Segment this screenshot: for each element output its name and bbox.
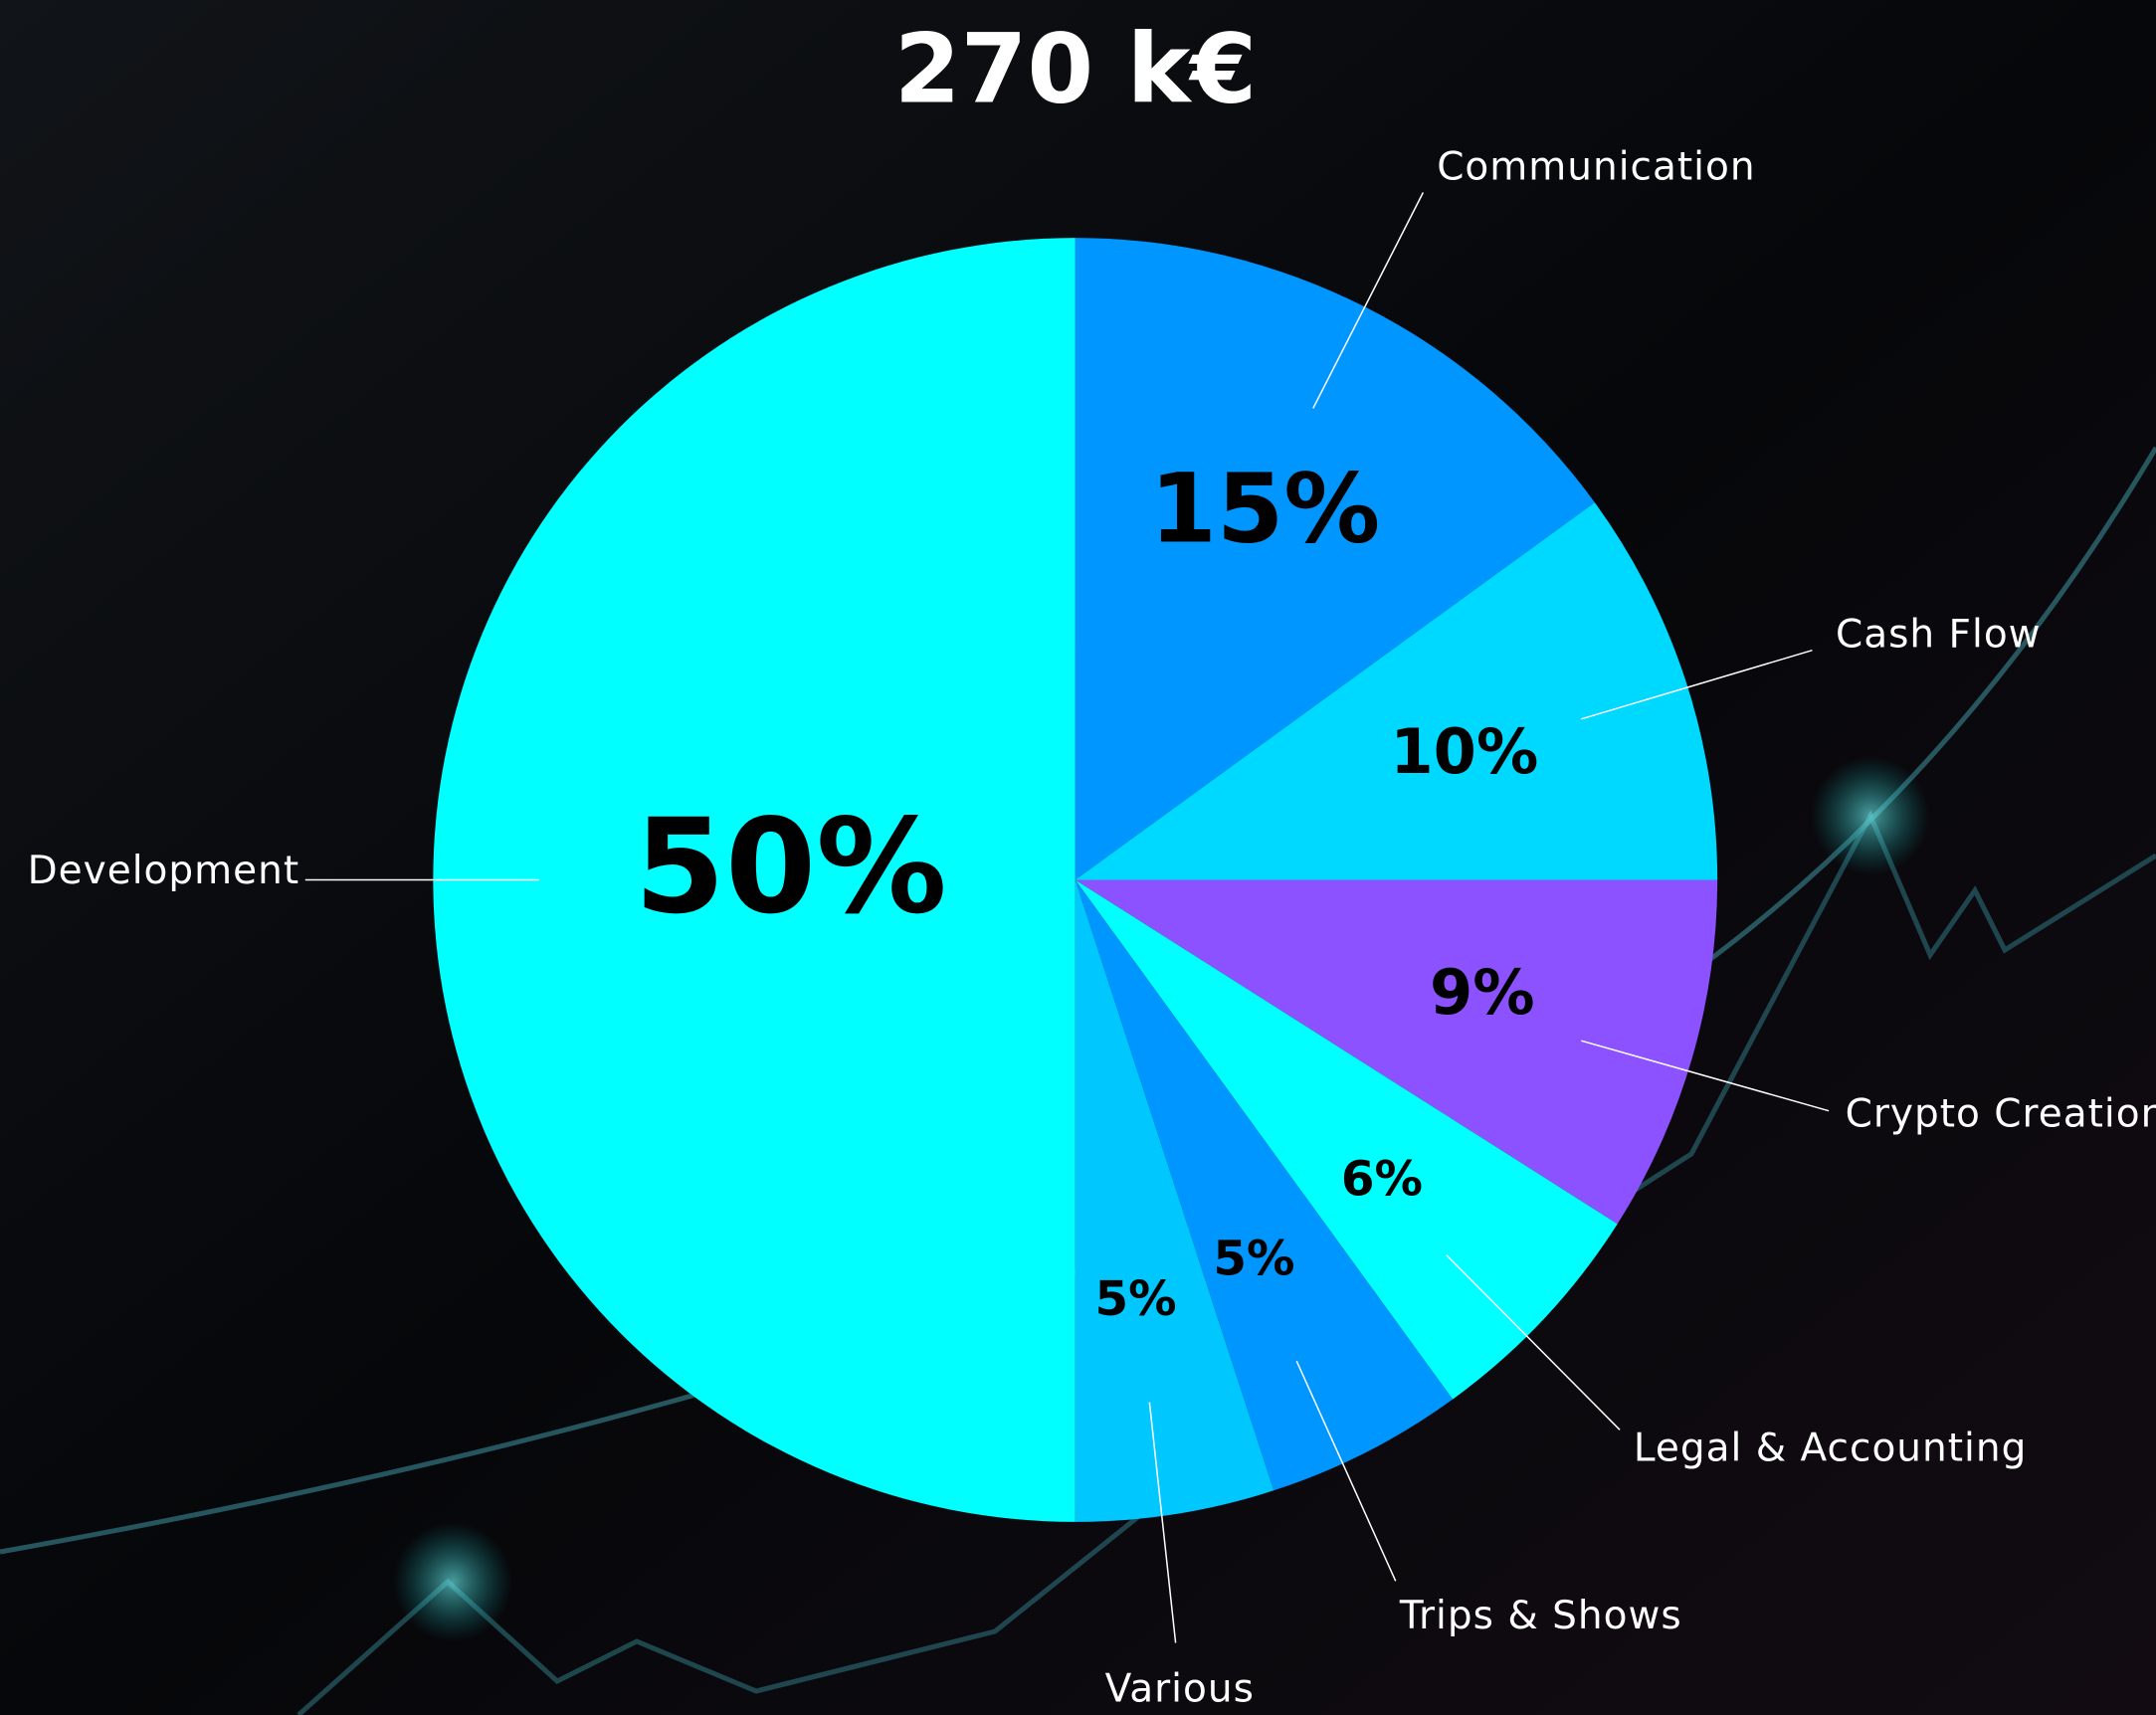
category-label: Cash Flow xyxy=(1836,612,2042,657)
data-label: 15% xyxy=(1150,453,1381,565)
category-label: Legal & Accounting xyxy=(1634,1427,2028,1471)
category-label: Communication xyxy=(1437,144,1755,189)
chart: 270 k€ 15% Communication 10% Cash Flow 9% Cry… xyxy=(0,0,2156,1715)
category-label: Various xyxy=(1105,1666,1255,1711)
data-label: 10% xyxy=(1390,715,1538,788)
category-label: Crypto Creation xyxy=(1846,1092,2156,1137)
category-label: Trips & Shows xyxy=(1399,1594,1682,1638)
glow xyxy=(393,1522,512,1641)
data-label: 5% xyxy=(1213,1232,1294,1287)
data-label: 5% xyxy=(1094,1271,1176,1327)
glow xyxy=(1811,756,1930,875)
data-label: 50% xyxy=(635,790,947,942)
data-label: 9% xyxy=(1430,956,1535,1029)
data-label: 6% xyxy=(1341,1152,1423,1208)
category-label: Development xyxy=(28,849,300,893)
chart-title: 270 k€ xyxy=(894,13,1257,124)
